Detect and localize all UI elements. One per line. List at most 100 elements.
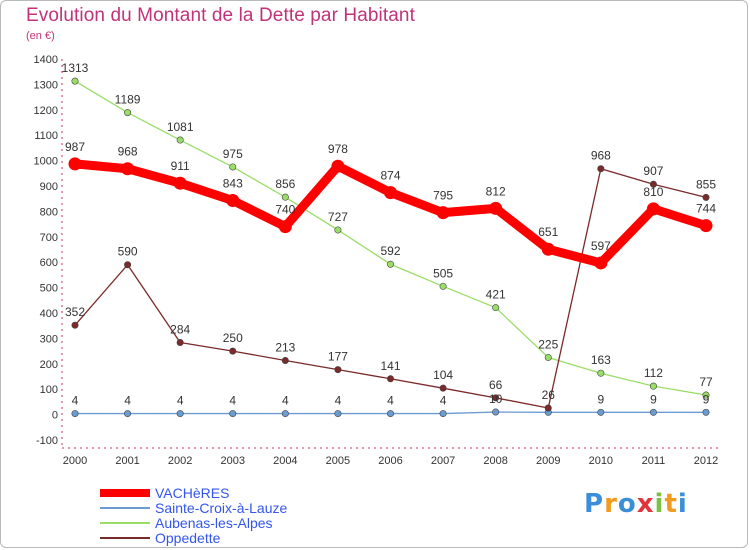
data-label: 26	[542, 388, 556, 402]
data-point	[229, 163, 237, 171]
y-tick-label: 700	[40, 232, 58, 244]
data-point	[439, 384, 447, 392]
data-label: 1313	[62, 61, 89, 75]
data-point	[334, 366, 342, 374]
data-point	[649, 180, 657, 188]
data-point	[544, 353, 552, 361]
x-tick-label: 2003	[221, 455, 245, 467]
data-point	[71, 321, 79, 329]
data-point	[649, 408, 657, 416]
data-label: 843	[223, 176, 243, 190]
data-point	[124, 109, 132, 117]
legend-label: Oppedette	[155, 530, 221, 546]
x-tick-label: 2004	[273, 455, 297, 467]
data-label: 4	[177, 394, 184, 408]
y-tick-label: 1100	[34, 130, 58, 142]
series-labels: 4 4 4 4 4 4 4 4 10 9 9 9 1313 1189 1081 975 856 727 592 505…	[62, 61, 717, 407]
y-tick-label: 400	[40, 308, 58, 320]
x-tick-label: 2002	[168, 455, 192, 467]
data-point	[281, 193, 289, 201]
data-point	[68, 157, 82, 171]
data-label: 592	[380, 244, 400, 258]
y-tick-label: 1300	[34, 79, 58, 91]
data-label: 812	[486, 184, 506, 198]
chart-legend: VACHèRESSainte-Croix-à-LauzeAubenas-les-…	[100, 485, 287, 546]
logo-letter: x	[636, 489, 655, 519]
data-label: 4	[229, 394, 236, 408]
data-label: 740	[275, 203, 295, 217]
data-point	[702, 193, 710, 201]
x-tick-label: 2006	[378, 455, 402, 467]
proxiti-logo: Proxiti	[584, 489, 688, 519]
data-label: 505	[433, 266, 453, 280]
legend-label: VACHèRES	[155, 485, 229, 501]
data-label: 975	[223, 147, 243, 161]
data-point	[176, 410, 184, 418]
y-tick-label: 900	[40, 181, 58, 193]
data-point	[124, 410, 132, 418]
logo-letter: o	[617, 489, 637, 519]
data-point	[646, 202, 660, 216]
y-tick-label: 300	[40, 333, 58, 345]
data-label: 352	[65, 305, 85, 319]
data-point	[597, 408, 605, 416]
data-label: 77	[699, 375, 713, 389]
data-point	[492, 408, 500, 416]
data-label: 1189	[115, 93, 141, 107]
x-tick-label: 2010	[589, 455, 613, 467]
data-label: 968	[591, 149, 611, 163]
data-point	[386, 410, 394, 418]
y-tick-label: 1000	[34, 156, 58, 168]
x-tick-label: 2008	[483, 455, 507, 467]
data-label: 9	[597, 392, 604, 406]
data-point	[176, 136, 184, 144]
data-point	[226, 193, 240, 207]
data-point	[229, 410, 237, 418]
data-point	[176, 338, 184, 346]
data-label: 590	[118, 245, 138, 259]
logo-letter: r	[604, 489, 618, 519]
data-point	[71, 77, 79, 85]
data-label: 4	[440, 394, 447, 408]
data-label: 597	[591, 239, 611, 253]
data-point	[229, 347, 237, 355]
data-label: 104	[433, 368, 453, 382]
data-point	[386, 375, 394, 383]
y-tick-label: 0	[52, 410, 58, 422]
data-point	[278, 220, 292, 234]
logo-letter: P	[584, 489, 605, 519]
series-points	[68, 77, 713, 418]
data-label: 987	[65, 140, 85, 154]
y-tick-label: 600	[40, 257, 58, 269]
logo-letter: t	[664, 489, 678, 519]
x-tick-label: 2011	[642, 455, 666, 467]
data-point	[649, 382, 657, 390]
legend-label: Sainte-Croix-à-Lauze	[155, 500, 287, 516]
data-label: 9	[650, 392, 657, 406]
legend-label: Aubenas-les-Alpes	[155, 515, 273, 531]
data-label: 177	[328, 350, 348, 364]
data-label: 795	[433, 189, 453, 203]
y-tick-label: 200	[40, 359, 58, 371]
chart-subtitle: (en €)	[26, 30, 55, 42]
data-label: 855	[696, 177, 716, 191]
data-point	[71, 410, 79, 418]
data-label: 163	[591, 353, 611, 367]
data-point	[386, 260, 394, 268]
data-label: 907	[643, 164, 663, 178]
data-point	[594, 256, 608, 270]
chart-axes: -100 0 100 200 300 400 500 600 700 800 900 1000 1100…	[34, 54, 719, 467]
data-label: 225	[538, 337, 558, 351]
data-label: 4	[282, 394, 289, 408]
x-tick-label: 2005	[326, 455, 350, 467]
data-label: 874	[380, 169, 400, 183]
data-label: 10	[489, 392, 503, 406]
data-label: 978	[328, 142, 348, 156]
y-tick-label: 1400	[34, 54, 58, 66]
data-label: 421	[486, 288, 506, 302]
data-point	[597, 165, 605, 173]
data-point	[702, 408, 710, 416]
x-tick-label: 2009	[536, 455, 560, 467]
